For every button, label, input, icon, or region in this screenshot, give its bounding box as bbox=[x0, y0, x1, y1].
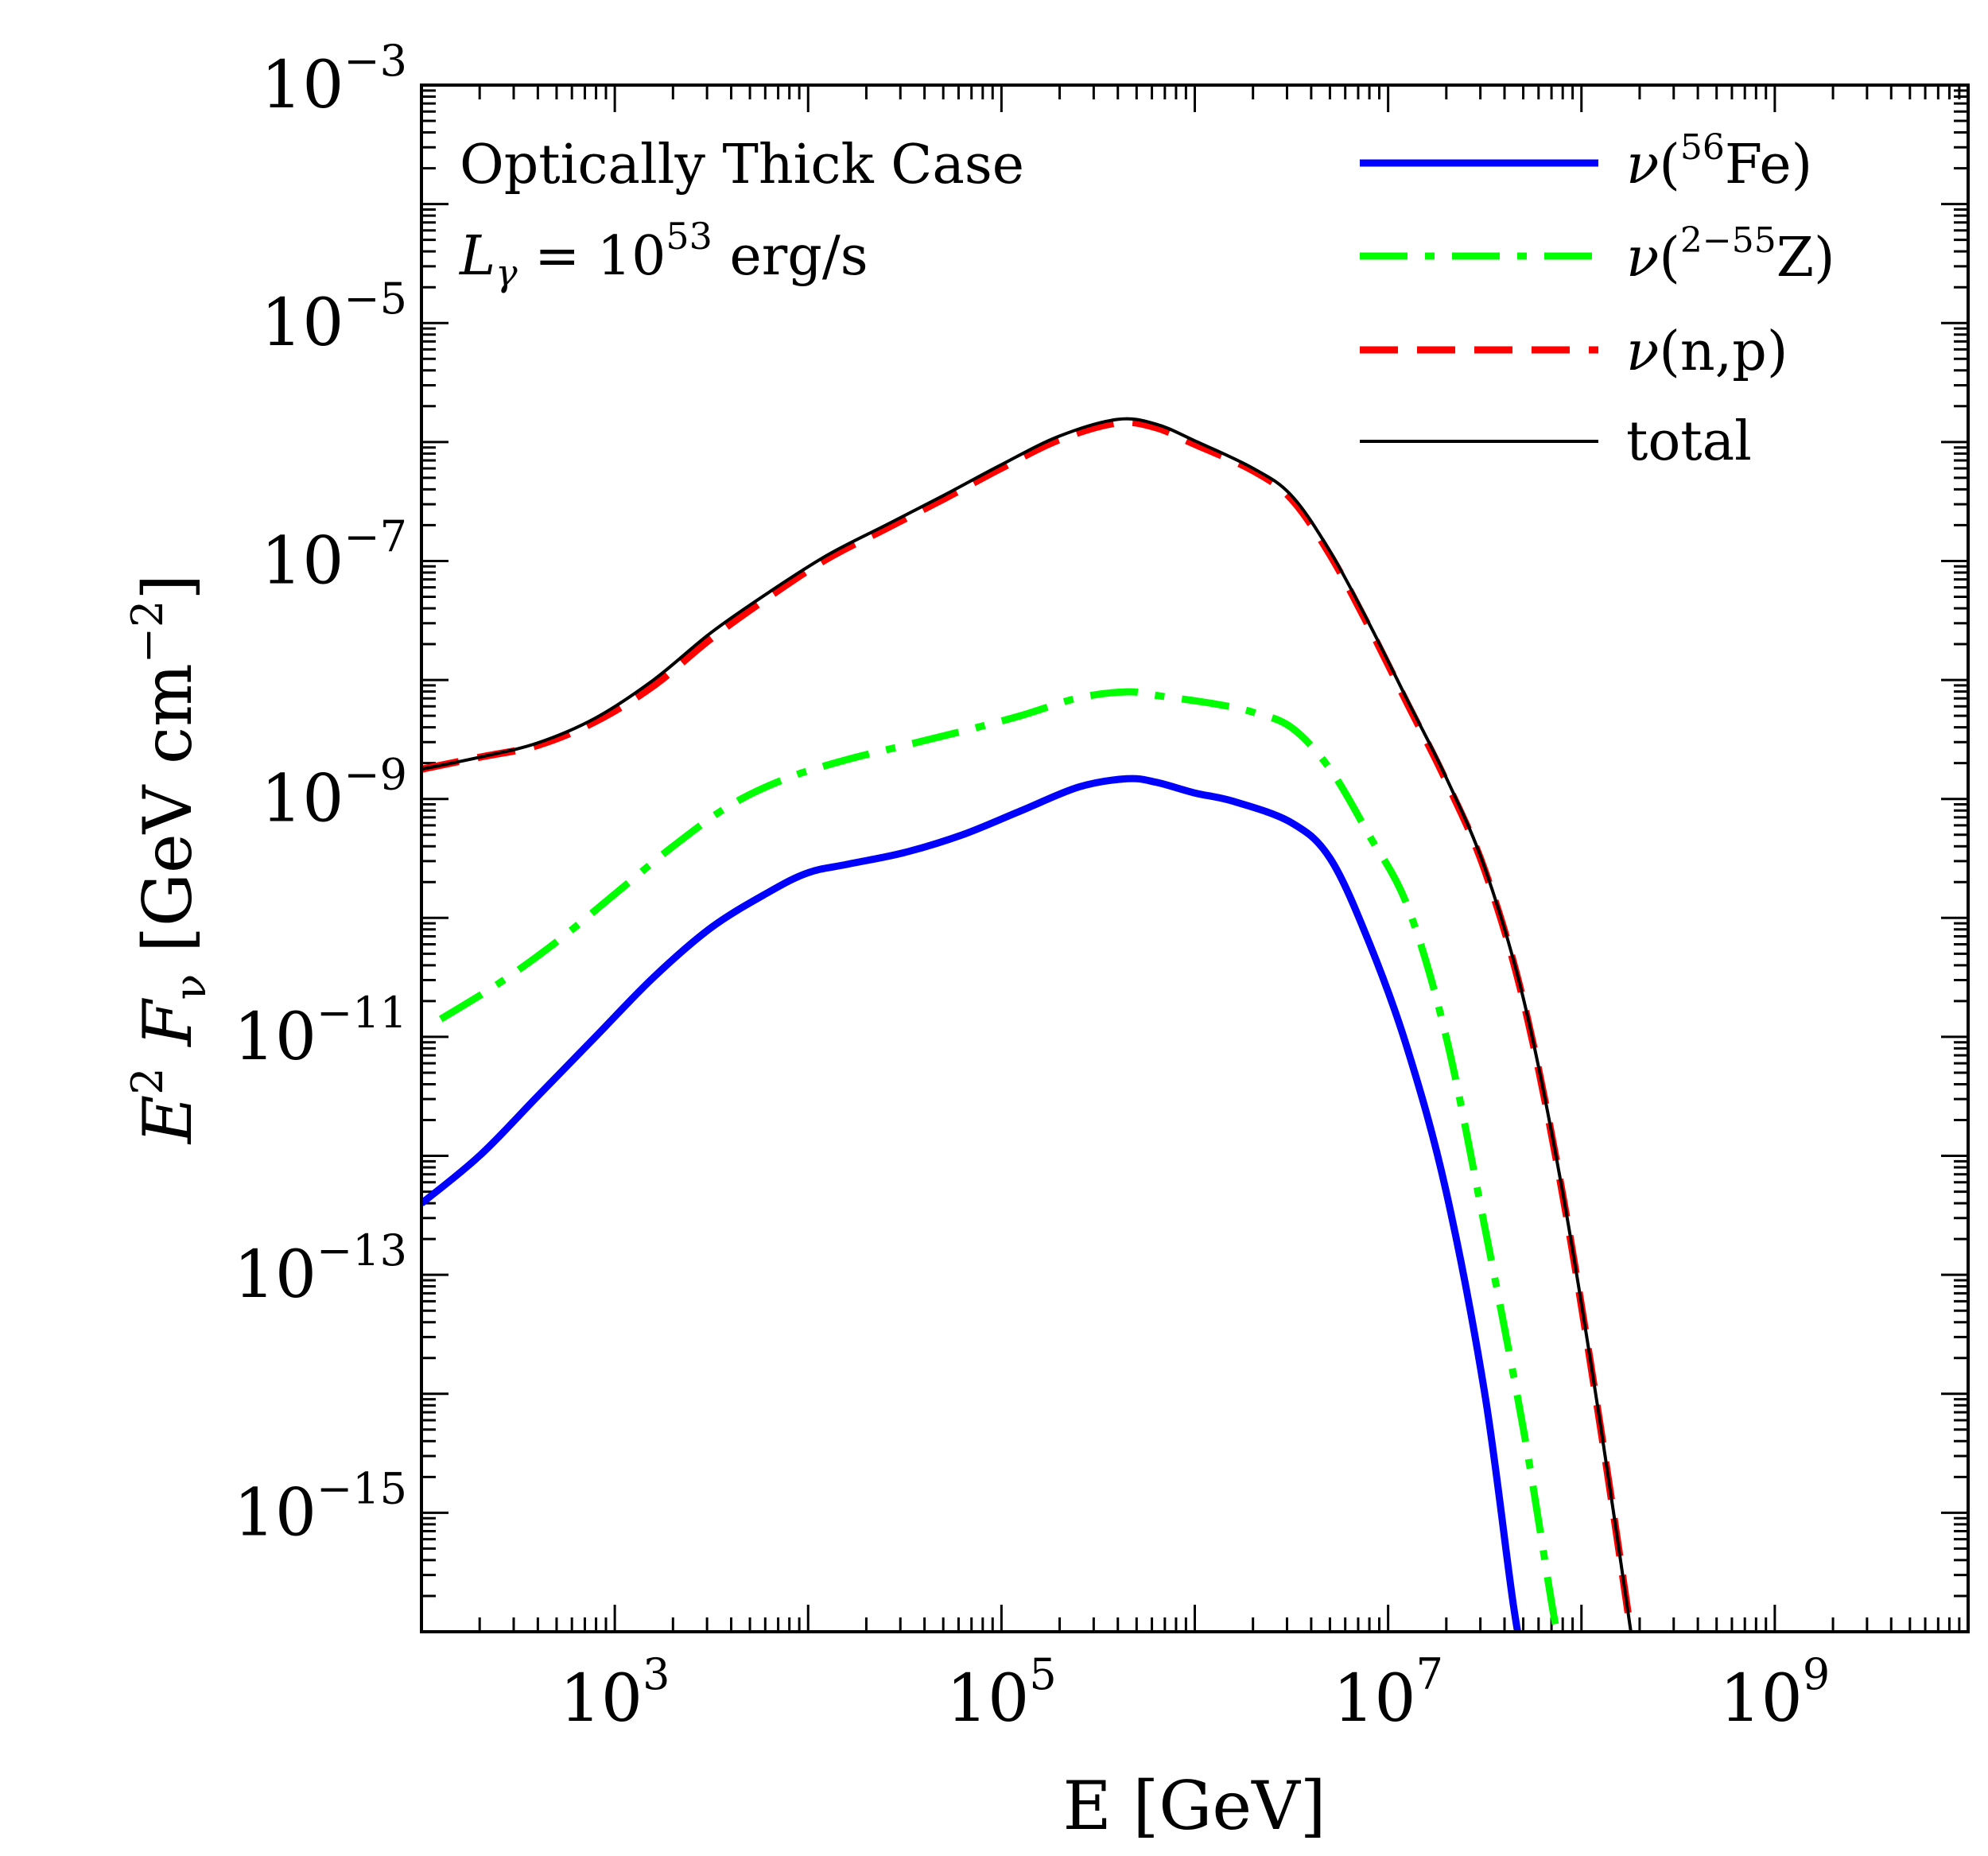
lum-exp: 53 bbox=[666, 215, 712, 258]
y-axis-title: E2 Fν [GeV cm−2] bbox=[122, 574, 215, 1145]
y-tick-label: 10−3 bbox=[261, 36, 407, 123]
legend: ν(56Fe) ν(2−55Z) ν(n,p) total bbox=[1360, 127, 1835, 473]
series-z bbox=[438, 688, 1561, 1632]
plot-frame bbox=[420, 83, 1970, 1633]
series-fe bbox=[421, 775, 1521, 1632]
x-axis-title: E [GeV] bbox=[1062, 1767, 1326, 1845]
y-tick-label: 10−13 bbox=[234, 1225, 407, 1313]
y-tick-label: 10−9 bbox=[261, 750, 407, 837]
series-np bbox=[421, 418, 1635, 1632]
axis-ticks bbox=[420, 85, 1968, 1633]
y-tick-label: 10−11 bbox=[234, 988, 407, 1075]
legend-label-total: total bbox=[1626, 410, 1752, 473]
lum-unit: erg/s bbox=[712, 225, 868, 288]
lum-sub: γ bbox=[495, 251, 518, 294]
y-tick-label: 10−5 bbox=[261, 274, 407, 361]
x-tick-label: 109 bbox=[1720, 1649, 1831, 1737]
legend-label-z: ν(2−55Z) bbox=[1626, 220, 1835, 289]
series-total bbox=[421, 417, 1633, 1632]
annotation-case: Optically Thick Case bbox=[460, 134, 1024, 196]
series-group bbox=[421, 417, 1635, 1632]
legend-label-fe: ν(56Fe) bbox=[1626, 127, 1812, 196]
x-tick-label: 107 bbox=[1333, 1649, 1443, 1737]
x-tick-label: 103 bbox=[560, 1649, 670, 1737]
tick-labels: 103 105 107 109 10−3 10−5 10−7 10−9 10−11 10−13 10… bbox=[234, 36, 1831, 1737]
y-tick-label: 10−15 bbox=[234, 1463, 407, 1551]
lum-var: L bbox=[458, 225, 495, 288]
legend-label-np: ν(n,p) bbox=[1626, 320, 1788, 383]
annotation-luminosity: Lγ = 1053 erg/s bbox=[458, 215, 868, 294]
x-tick-label: 105 bbox=[946, 1649, 1057, 1737]
y-tick-label: 10−7 bbox=[261, 511, 407, 599]
lum-eq: = 10 bbox=[518, 225, 666, 288]
